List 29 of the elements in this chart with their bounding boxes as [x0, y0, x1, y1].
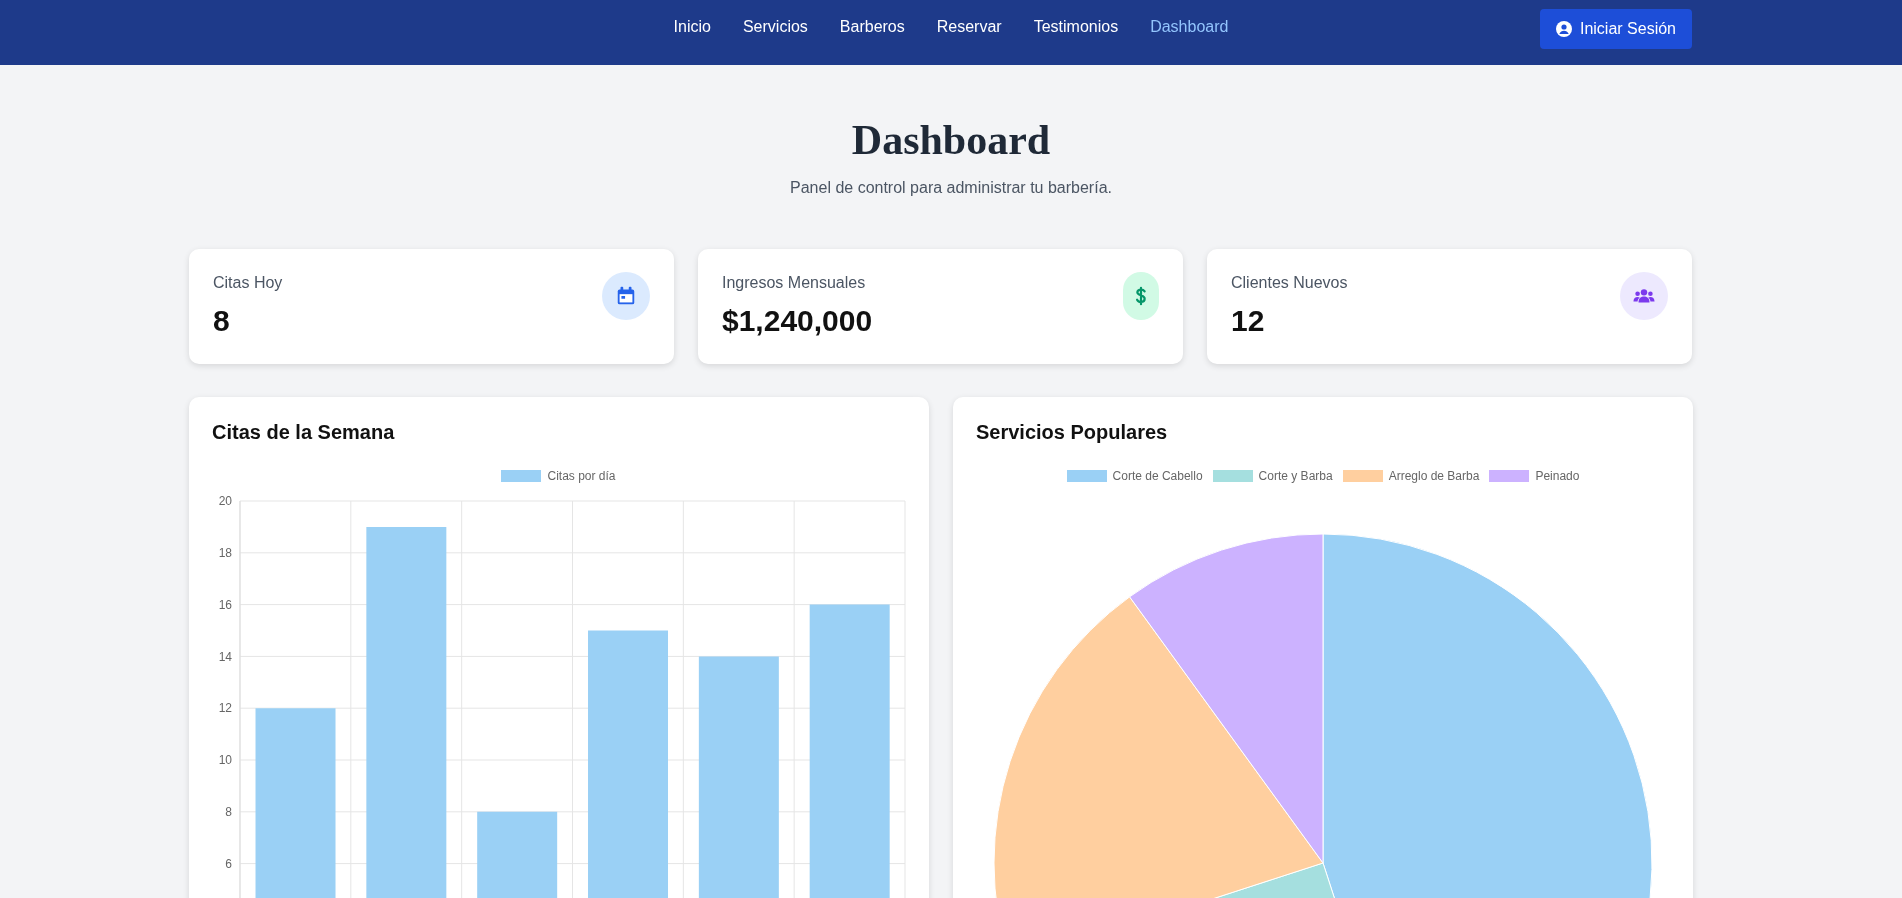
text: 12: [1231, 304, 1265, 338]
y-tick-label: 18: [218, 546, 233, 561]
legend-label: Arreglo de Barba: [1388, 469, 1480, 483]
chart-title: Citas de la Semana: [212, 421, 395, 444]
legend-label: Citas por día: [547, 469, 616, 483]
y-tick-label: 8: [225, 805, 233, 820]
text: Ingresos Mensuales: [722, 274, 866, 292]
legend-label: Peinado: [1535, 469, 1580, 483]
y-tick-label: 6: [225, 856, 233, 871]
text: Reservar: [936, 18, 1002, 36]
legend-label: Corte de Cabello: [1112, 469, 1203, 483]
text: Testimonios: [1033, 18, 1119, 36]
text: Citas Hoy: [213, 274, 283, 292]
text: $1,240,000: [722, 304, 873, 338]
y-tick-label: 16: [218, 597, 233, 612]
y-tick-label: 14: [218, 649, 233, 664]
text: Iniciar Sesión: [1579, 20, 1677, 38]
text: Barberos: [839, 18, 905, 36]
text: Dashboard: [850, 116, 1052, 164]
legend-label: Corte y Barba: [1258, 469, 1333, 483]
text: Clientes Nuevos: [1231, 274, 1348, 292]
text: Inicio: [673, 18, 711, 36]
y-tick-label: 12: [218, 701, 233, 716]
y-tick-label: 20: [218, 494, 233, 509]
text: Servicios: [742, 18, 808, 36]
chart-title: Servicios Populares: [976, 421, 1168, 444]
text: Panel de control para administrar tu barbería.: [789, 179, 1113, 197]
text: Dashboard: [1150, 18, 1229, 36]
y-tick-label: 10: [218, 753, 233, 768]
